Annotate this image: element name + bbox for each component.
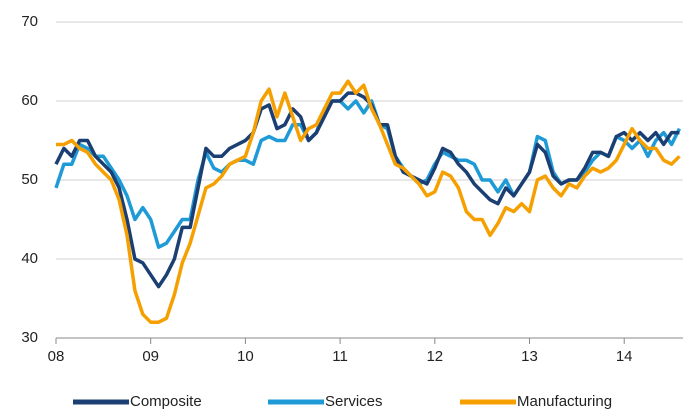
y-tick-label: 50 — [21, 171, 38, 188]
x-tick-label: 11 — [332, 348, 348, 365]
y-tick-label: 30 — [21, 329, 38, 346]
x-tick-label: 12 — [426, 348, 443, 365]
y-tick-label: 60 — [21, 92, 38, 109]
legend-label: Manufacturing — [517, 393, 612, 409]
x-tick-label: 09 — [142, 348, 159, 365]
y-tick-label: 70 — [21, 13, 38, 30]
x-tick-label: 10 — [237, 348, 254, 365]
series-line — [56, 79, 681, 324]
y-tick-label: 40 — [21, 250, 38, 267]
x-tick-label: 14 — [616, 348, 633, 365]
x-tick-label: 08 — [48, 348, 65, 365]
legend-label: Composite — [130, 393, 202, 409]
series-line — [54, 91, 680, 289]
x-tick-label: 13 — [521, 348, 538, 365]
legend-label: Services — [325, 393, 383, 409]
